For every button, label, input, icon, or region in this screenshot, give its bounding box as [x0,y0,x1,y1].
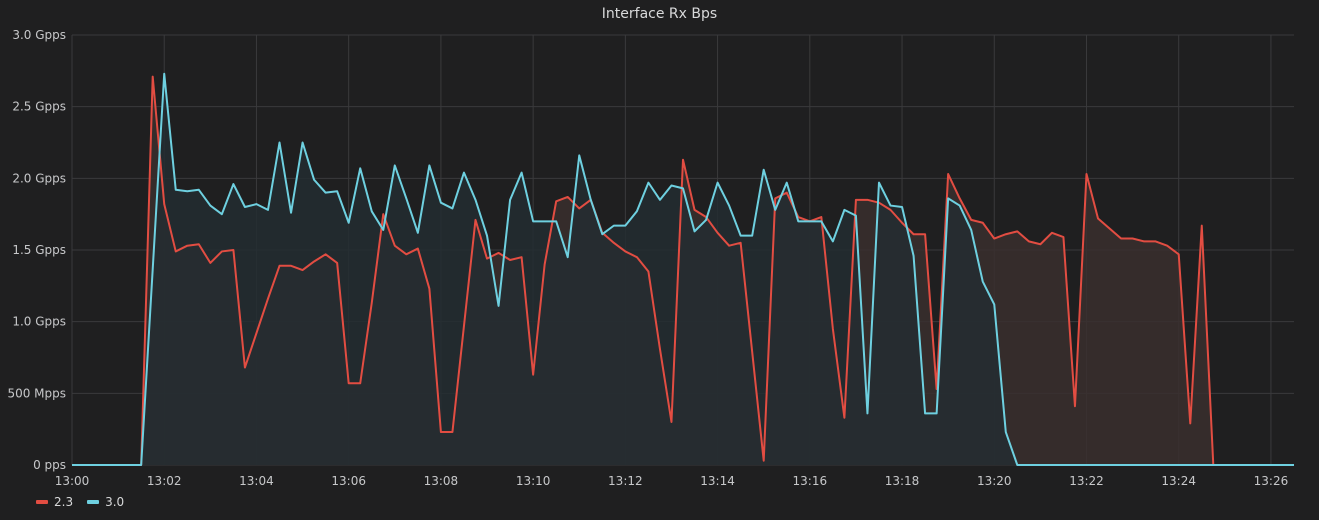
y-tick-label: 1.0 Gpps [12,315,66,329]
legend-swatch-2-3 [36,500,48,504]
x-tick-label: 13:00 [55,474,90,488]
x-tick-label: 13:20 [977,474,1012,488]
y-tick-label: 2.5 Gpps [12,100,66,114]
legend-label-3-0: 3.0 [105,495,125,509]
x-tick-label: 13:16 [793,474,828,488]
y-tick-label: 0 pps [33,458,66,472]
y-tick-label: 3.0 Gpps [12,28,66,42]
y-tick-label: 500 Mpps [7,386,66,400]
x-tick-label: 13:06 [331,474,366,488]
panel-title: Interface Rx Bps [601,6,718,22]
legend-item-2-3[interactable]: 2.3 [36,495,73,509]
x-tick-label: 13:14 [700,474,735,488]
x-tick-label: 13:10 [516,474,551,488]
x-tick-label: 13:02 [147,474,182,488]
x-tick-label: 13:12 [608,474,643,488]
x-tick-label: 13:08 [424,474,459,488]
x-tick-label: 13:24 [1161,474,1196,488]
y-tick-label: 2.0 Gpps [12,171,66,185]
x-tick-label: 13:26 [1254,474,1289,488]
series-area-3-0 [72,73,1294,465]
legend-label-2-3: 2.3 [54,495,74,509]
legend: 2.3 3.0 [36,495,124,509]
y-tick-label: 1.5 Gpps [12,243,66,257]
legend-swatch-3-0 [87,500,100,504]
series-line-2-3 [72,75,1294,466]
x-tick-label: 13:18 [885,474,920,488]
x-tick-label: 13:22 [1069,474,1104,488]
legend-item-3-0[interactable]: 3.0 [87,495,124,509]
series-line-3-0 [72,72,1294,466]
x-tick-label: 13:04 [239,474,274,488]
